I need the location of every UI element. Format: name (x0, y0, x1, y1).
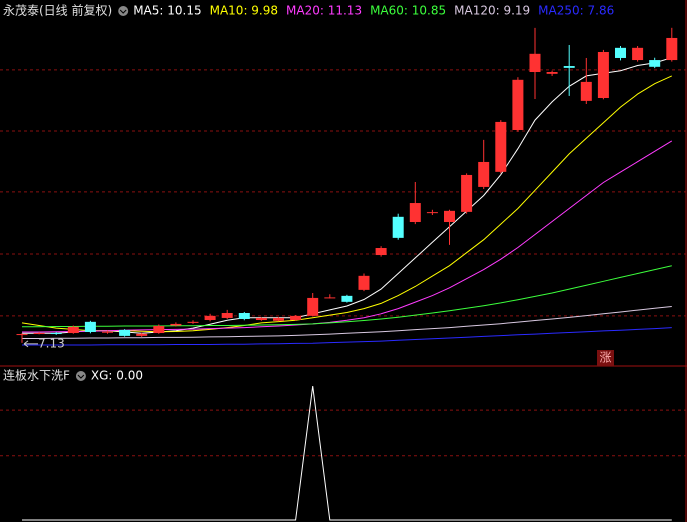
candle-body (50, 333, 62, 335)
candle-body (426, 212, 438, 214)
candle-body (102, 331, 113, 333)
series-line (22, 386, 672, 521)
candle-body (16, 334, 28, 336)
panel-title: 永茂泰(日线 前复权) (3, 3, 112, 18)
series-line (22, 306, 672, 339)
candle-body (238, 313, 250, 319)
low-marker-arrow (23, 340, 38, 348)
legend-toggle (118, 6, 129, 16)
legend-entry: MA5: 10.15 (133, 4, 201, 18)
candle-body (375, 248, 387, 256)
candle-body (119, 329, 131, 336)
series-line (21, 75, 673, 333)
low-marker-label: 7.13 (38, 336, 65, 350)
candle-body (461, 174, 473, 212)
candle-body (358, 275, 370, 290)
candle-body (392, 216, 404, 238)
candle-body (512, 79, 524, 130)
candle-body (307, 297, 319, 316)
candle-body (255, 317, 267, 321)
candle-body (580, 81, 592, 101)
candle-body (409, 203, 421, 223)
candle-body (153, 326, 165, 334)
legend-entry: XG: 0.00 (91, 369, 143, 383)
candle-body (597, 51, 609, 99)
candle-body (632, 47, 644, 61)
badge: 涨 (599, 350, 611, 365)
candle-body (478, 161, 490, 187)
legend-entry: MA120: 9.19 (454, 4, 530, 18)
series-line (22, 265, 672, 328)
candle-body (84, 321, 96, 332)
candle-body (615, 47, 626, 58)
candle-body (33, 333, 45, 335)
series-line (22, 57, 672, 334)
candle-body (546, 72, 558, 74)
candle-body (136, 333, 148, 336)
candle-body (324, 297, 336, 299)
series-line (22, 140, 673, 333)
legend-toggle (75, 371, 86, 381)
legend-entry: MA20: 11.13 (286, 4, 362, 18)
legend-entry: MA60: 10.85 (370, 4, 446, 18)
legend-toggle-arrow (119, 9, 127, 14)
legend-toggle-arrow (77, 374, 85, 379)
badge-box (597, 350, 614, 366)
candle-body (221, 313, 233, 318)
candle-body (273, 317, 284, 321)
candle-body (187, 321, 199, 323)
candle-body (649, 60, 661, 67)
candle-body (290, 315, 302, 321)
candle-body (563, 66, 575, 68)
candle-body (204, 315, 216, 321)
candle-body (529, 53, 541, 73)
legend-entry: MA250: 7.86 (538, 4, 614, 18)
candle-body (170, 323, 182, 326)
candle-body (341, 295, 353, 302)
candle-body (495, 121, 507, 172)
candle-body (444, 210, 455, 223)
candle-body (666, 37, 678, 61)
legend-entry: MA10: 9.98 (210, 4, 278, 18)
panel-title: 连板水下洗F (3, 368, 70, 383)
series-line (22, 327, 672, 346)
candle-body (67, 326, 79, 334)
